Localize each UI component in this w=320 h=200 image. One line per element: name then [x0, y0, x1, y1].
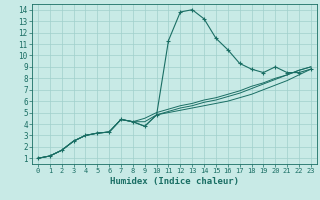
X-axis label: Humidex (Indice chaleur): Humidex (Indice chaleur)	[110, 177, 239, 186]
